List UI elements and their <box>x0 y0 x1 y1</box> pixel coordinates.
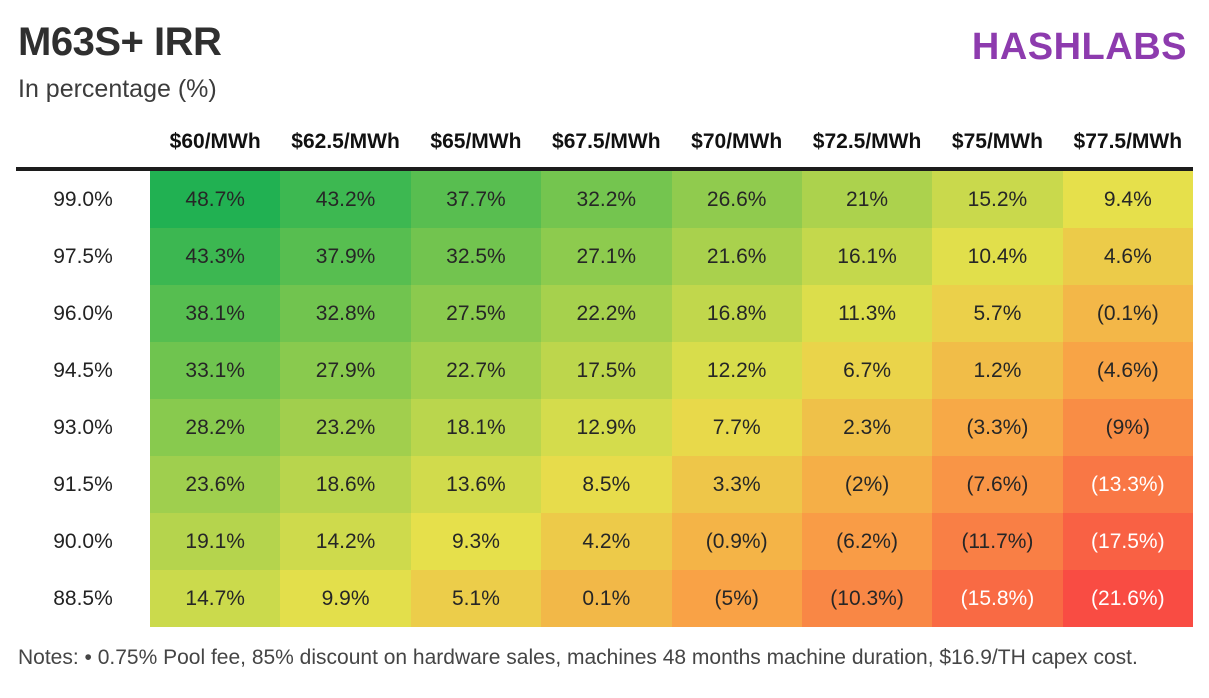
row-label-2: 96.0% <box>16 285 150 342</box>
heatmap-cell-r1-c0: 43.3% <box>150 228 281 285</box>
heatmap-cell-r6-c6: (11.7%) <box>932 513 1063 570</box>
heatmap-cell-r5-c0: 23.6% <box>150 456 281 513</box>
heatmap-cell-r5-c6: (7.6%) <box>932 456 1063 513</box>
page-title: M63S+ IRR <box>18 20 222 64</box>
heatmap-cell-r3-c0: 33.1% <box>150 342 281 399</box>
irr-heatmap-table: $60/MWh $62.5/MWh $65/MWh $67.5/MWh $70/MWh $… <box>16 130 1193 627</box>
heatmap-cell-r7-c2: 5.1% <box>410 570 542 627</box>
page-subtitle: In percentage (%) <box>18 75 217 103</box>
heatmap-cell-r4-c1: 23.2% <box>280 399 411 456</box>
heatmap-cell-r1-c1: 37.9% <box>280 228 411 285</box>
heatmap-cell-r3-c7: (4.6%) <box>1062 342 1193 399</box>
heatmap-cell-r4-c3: 12.9% <box>541 399 672 456</box>
heatmap-cell-r5-c2: 13.6% <box>410 456 542 513</box>
heatmap-cell-r5-c3: 8.5% <box>541 456 672 513</box>
heatmap-cell-r3-c3: 17.5% <box>541 342 672 399</box>
heatmap-cell-r2-c2: 27.5% <box>410 285 542 342</box>
heatmap-cell-r2-c5: 11.3% <box>801 285 933 342</box>
heatmap-cell-r1-c5: 16.1% <box>801 228 933 285</box>
heatmap-cell-r0-c4: 26.6% <box>671 171 802 228</box>
row-label-5: 91.5% <box>16 456 150 513</box>
heatmap-cell-r3-c6: 1.2% <box>932 342 1063 399</box>
heatmap-cell-r6-c7: (17.5%) <box>1062 513 1193 570</box>
heatmap-cell-r5-c4: 3.3% <box>671 456 802 513</box>
heatmap-cell-r7-c6: (15.8%) <box>932 570 1063 627</box>
heatmap-cell-r1-c6: 10.4% <box>932 228 1063 285</box>
heatmap-cell-r1-c4: 21.6% <box>671 228 802 285</box>
heatmap-cell-r5-c7: (13.3%) <box>1062 456 1193 513</box>
column-header-5: $72.5/MWh <box>801 130 933 171</box>
heatmap-cell-r0-c0: 48.7% <box>150 171 281 228</box>
page-header: M63S+ IRR In percentage (%) HASHLABS <box>16 14 1193 104</box>
heatmap-cell-r1-c7: 4.6% <box>1062 228 1193 285</box>
page: M63S+ IRR In percentage (%) HASHLABS $60… <box>16 14 1193 669</box>
heatmap-cell-r2-c1: 32.8% <box>280 285 411 342</box>
heatmap-cell-r0-c2: 37.7% <box>410 171 542 228</box>
heatmap-cell-r1-c2: 32.5% <box>410 228 542 285</box>
heatmap-cell-r6-c1: 14.2% <box>280 513 411 570</box>
column-header-6: $75/MWh <box>932 130 1063 171</box>
column-header-1: $62.5/MWh <box>280 130 411 171</box>
heatmap-cell-r4-c6: (3.3%) <box>932 399 1063 456</box>
heatmap-cell-r7-c3: 0.1% <box>541 570 672 627</box>
heatmap-cell-r3-c4: 12.2% <box>671 342 802 399</box>
column-header-2: $65/MWh <box>410 130 542 171</box>
column-header-0: $60/MWh <box>150 130 281 171</box>
row-label-3: 94.5% <box>16 342 150 399</box>
row-label-1: 97.5% <box>16 228 150 285</box>
heatmap-cell-r7-c1: 9.9% <box>280 570 411 627</box>
heatmap-cell-r6-c0: 19.1% <box>150 513 281 570</box>
row-label-7: 88.5% <box>16 570 150 627</box>
heatmap-cell-r4-c5: 2.3% <box>801 399 933 456</box>
hashlabs-logo: HASHLABS <box>971 26 1187 68</box>
row-label-6: 90.0% <box>16 513 150 570</box>
title-block: M63S+ IRR In percentage (%) <box>16 14 222 104</box>
heatmap-cell-r6-c4: (0.9%) <box>671 513 802 570</box>
heatmap-cell-r4-c2: 18.1% <box>410 399 542 456</box>
heatmap-cell-r4-c7: (9%) <box>1062 399 1193 456</box>
heatmap-cell-r2-c4: 16.8% <box>671 285 802 342</box>
row-label-0: 99.0% <box>16 171 150 228</box>
heatmap-cell-r6-c3: 4.2% <box>541 513 672 570</box>
heatmap-cell-r3-c5: 6.7% <box>801 342 933 399</box>
heatmap-cell-r2-c3: 22.2% <box>541 285 672 342</box>
heatmap-cell-r6-c5: (6.2%) <box>801 513 933 570</box>
heatmap-cell-r0-c1: 43.2% <box>280 171 411 228</box>
heatmap-cell-r3-c2: 22.7% <box>410 342 542 399</box>
heatmap-cell-r2-c0: 38.1% <box>150 285 281 342</box>
column-header-7: $77.5/MWh <box>1062 130 1193 171</box>
heatmap-cell-r7-c7: (21.6%) <box>1062 570 1193 627</box>
heatmap-cell-r0-c5: 21% <box>801 171 933 228</box>
heatmap-cell-r4-c0: 28.2% <box>150 399 281 456</box>
footnotes: Notes: • 0.75% Pool fee, 85% discount on… <box>18 646 1138 669</box>
heatmap-cell-r2-c7: (0.1%) <box>1062 285 1193 342</box>
column-header-3: $67.5/MWh <box>541 130 672 171</box>
heatmap-cell-r7-c4: (5%) <box>671 570 802 627</box>
heatmap-cell-r1-c3: 27.1% <box>541 228 672 285</box>
column-header-4: $70/MWh <box>671 130 802 171</box>
heatmap-cell-r0-c3: 32.2% <box>541 171 672 228</box>
heatmap-cell-r4-c4: 7.7% <box>671 399 802 456</box>
table-corner <box>16 130 150 171</box>
heatmap-cell-r2-c6: 5.7% <box>932 285 1063 342</box>
heatmap-cell-r0-c7: 9.4% <box>1062 171 1193 228</box>
heatmap-cell-r5-c1: 18.6% <box>280 456 411 513</box>
heatmap-cell-r5-c5: (2%) <box>801 456 933 513</box>
heatmap-cell-r0-c6: 15.2% <box>932 171 1063 228</box>
heatmap-cell-r3-c1: 27.9% <box>280 342 411 399</box>
heatmap-cell-r6-c2: 9.3% <box>410 513 542 570</box>
row-label-4: 93.0% <box>16 399 150 456</box>
heatmap-cell-r7-c0: 14.7% <box>150 570 281 627</box>
heatmap-cell-r7-c5: (10.3%) <box>801 570 933 627</box>
